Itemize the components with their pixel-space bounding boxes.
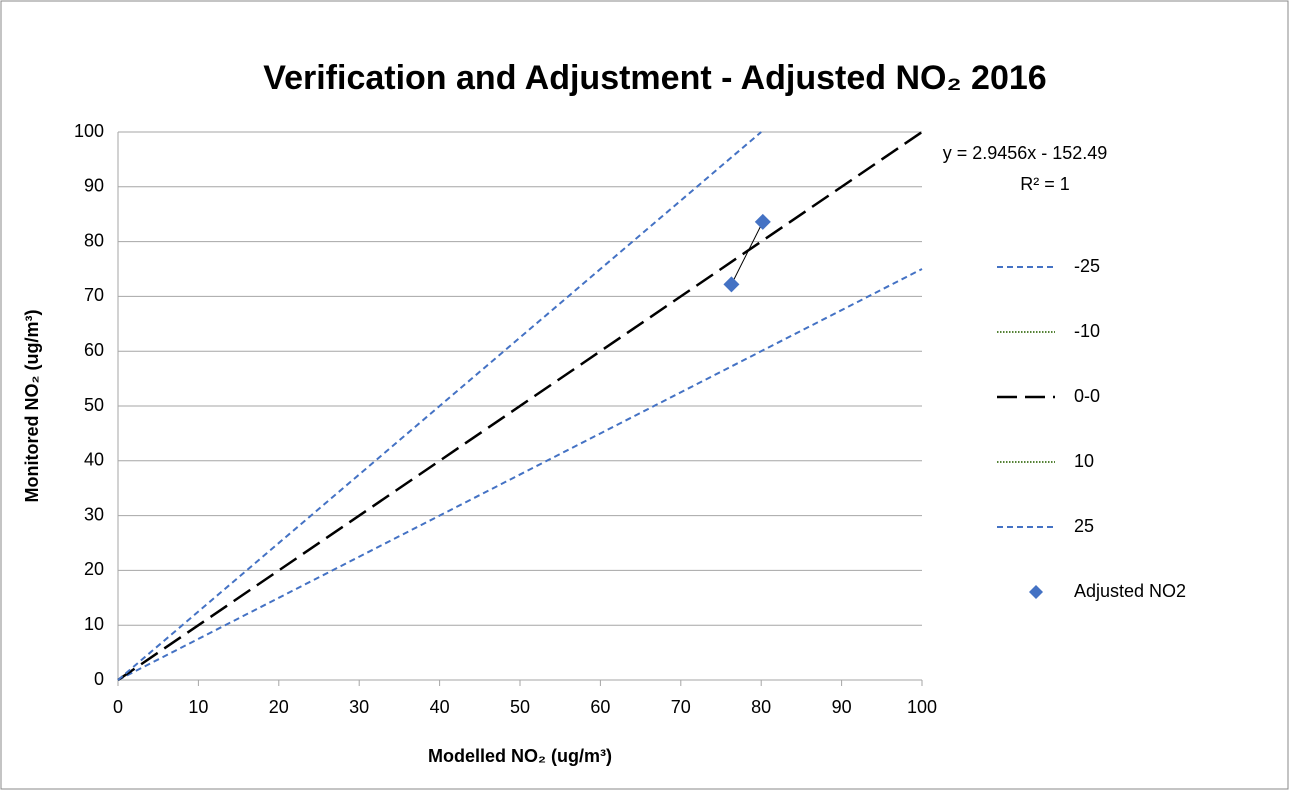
y-tick-label: 10 (84, 614, 104, 634)
data-point (723, 276, 740, 293)
x-tick-label: 90 (832, 697, 852, 717)
x-tick-label: 100 (907, 697, 937, 717)
trendline-equation: y = 2.9456x - 152.49 (943, 143, 1108, 163)
y-tick-label: 20 (84, 559, 104, 579)
x-tick-label: 50 (510, 697, 530, 717)
x-tick-label: 70 (671, 697, 691, 717)
x-tick-label: 40 (430, 697, 450, 717)
legend-label: -10 (1074, 321, 1100, 341)
data-point (754, 213, 771, 230)
x-tick-label: 60 (590, 697, 610, 717)
x-axis-label: Modelled NO₂ (ug/m³) (428, 746, 612, 766)
y-tick-label: 40 (84, 450, 104, 470)
legend-label: -25 (1074, 256, 1100, 276)
trendline-r2: R² = 1 (1020, 174, 1070, 194)
legend-label: Adjusted NO2 (1074, 581, 1186, 601)
trendline (731, 221, 764, 285)
y-tick-label: 0 (94, 669, 104, 689)
x-tick-label: 20 (269, 697, 289, 717)
y-tick-label: 60 (84, 340, 104, 360)
series-line (117, 131, 762, 681)
legend-label: 25 (1074, 516, 1094, 536)
y-tick-label: 80 (84, 230, 104, 250)
x-tick-label: 80 (751, 697, 771, 717)
y-tick-label: 90 (84, 176, 104, 196)
x-tick-label: 30 (349, 697, 369, 717)
legend-label: 10 (1074, 451, 1094, 471)
series-line (117, 268, 923, 681)
x-tick-label: 0 (113, 697, 123, 717)
y-tick-label: 30 (84, 504, 104, 524)
legend-label: 0-0 (1074, 386, 1100, 406)
x-tick-label: 10 (188, 697, 208, 717)
legend-marker (1029, 585, 1043, 599)
series-line (117, 130, 923, 682)
y-axis-label: Monitored NO₂ (ug/m³) (22, 310, 42, 503)
y-tick-label: 100 (74, 121, 104, 141)
y-tick-label: 70 (84, 285, 104, 305)
chart-title: Verification and Adjustment - Adjusted N… (263, 59, 1046, 97)
y-tick-label: 50 (84, 395, 104, 415)
